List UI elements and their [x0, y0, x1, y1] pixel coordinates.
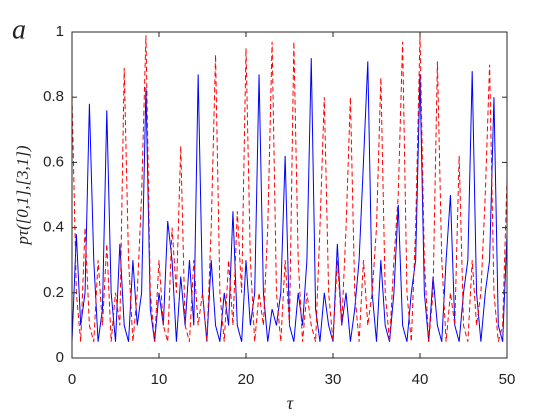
x-tick-label: 10 — [151, 371, 168, 388]
x-tick-label: 20 — [238, 371, 255, 388]
plot-frame — [71, 31, 508, 359]
y-tick-label: 0.8 — [43, 88, 64, 105]
y-tick-label: 0.2 — [43, 284, 64, 301]
y-tick-label: 0.6 — [43, 153, 64, 170]
y-tick-label: 0 — [56, 349, 64, 366]
panel-label: a — [12, 14, 26, 45]
y-tick-label: 1 — [56, 23, 64, 40]
x-tick-label: 50 — [499, 371, 516, 388]
data-line — [71, 35, 508, 342]
y-axis-label: pτ([0,1],[3,1]) — [13, 145, 32, 245]
y-tick-label: 0.4 — [43, 219, 64, 236]
x-axis-label: τ — [287, 393, 294, 413]
x-tick-label: 30 — [325, 371, 342, 388]
x-tick-label: 0 — [68, 371, 76, 388]
x-tick-label: 40 — [412, 371, 429, 388]
